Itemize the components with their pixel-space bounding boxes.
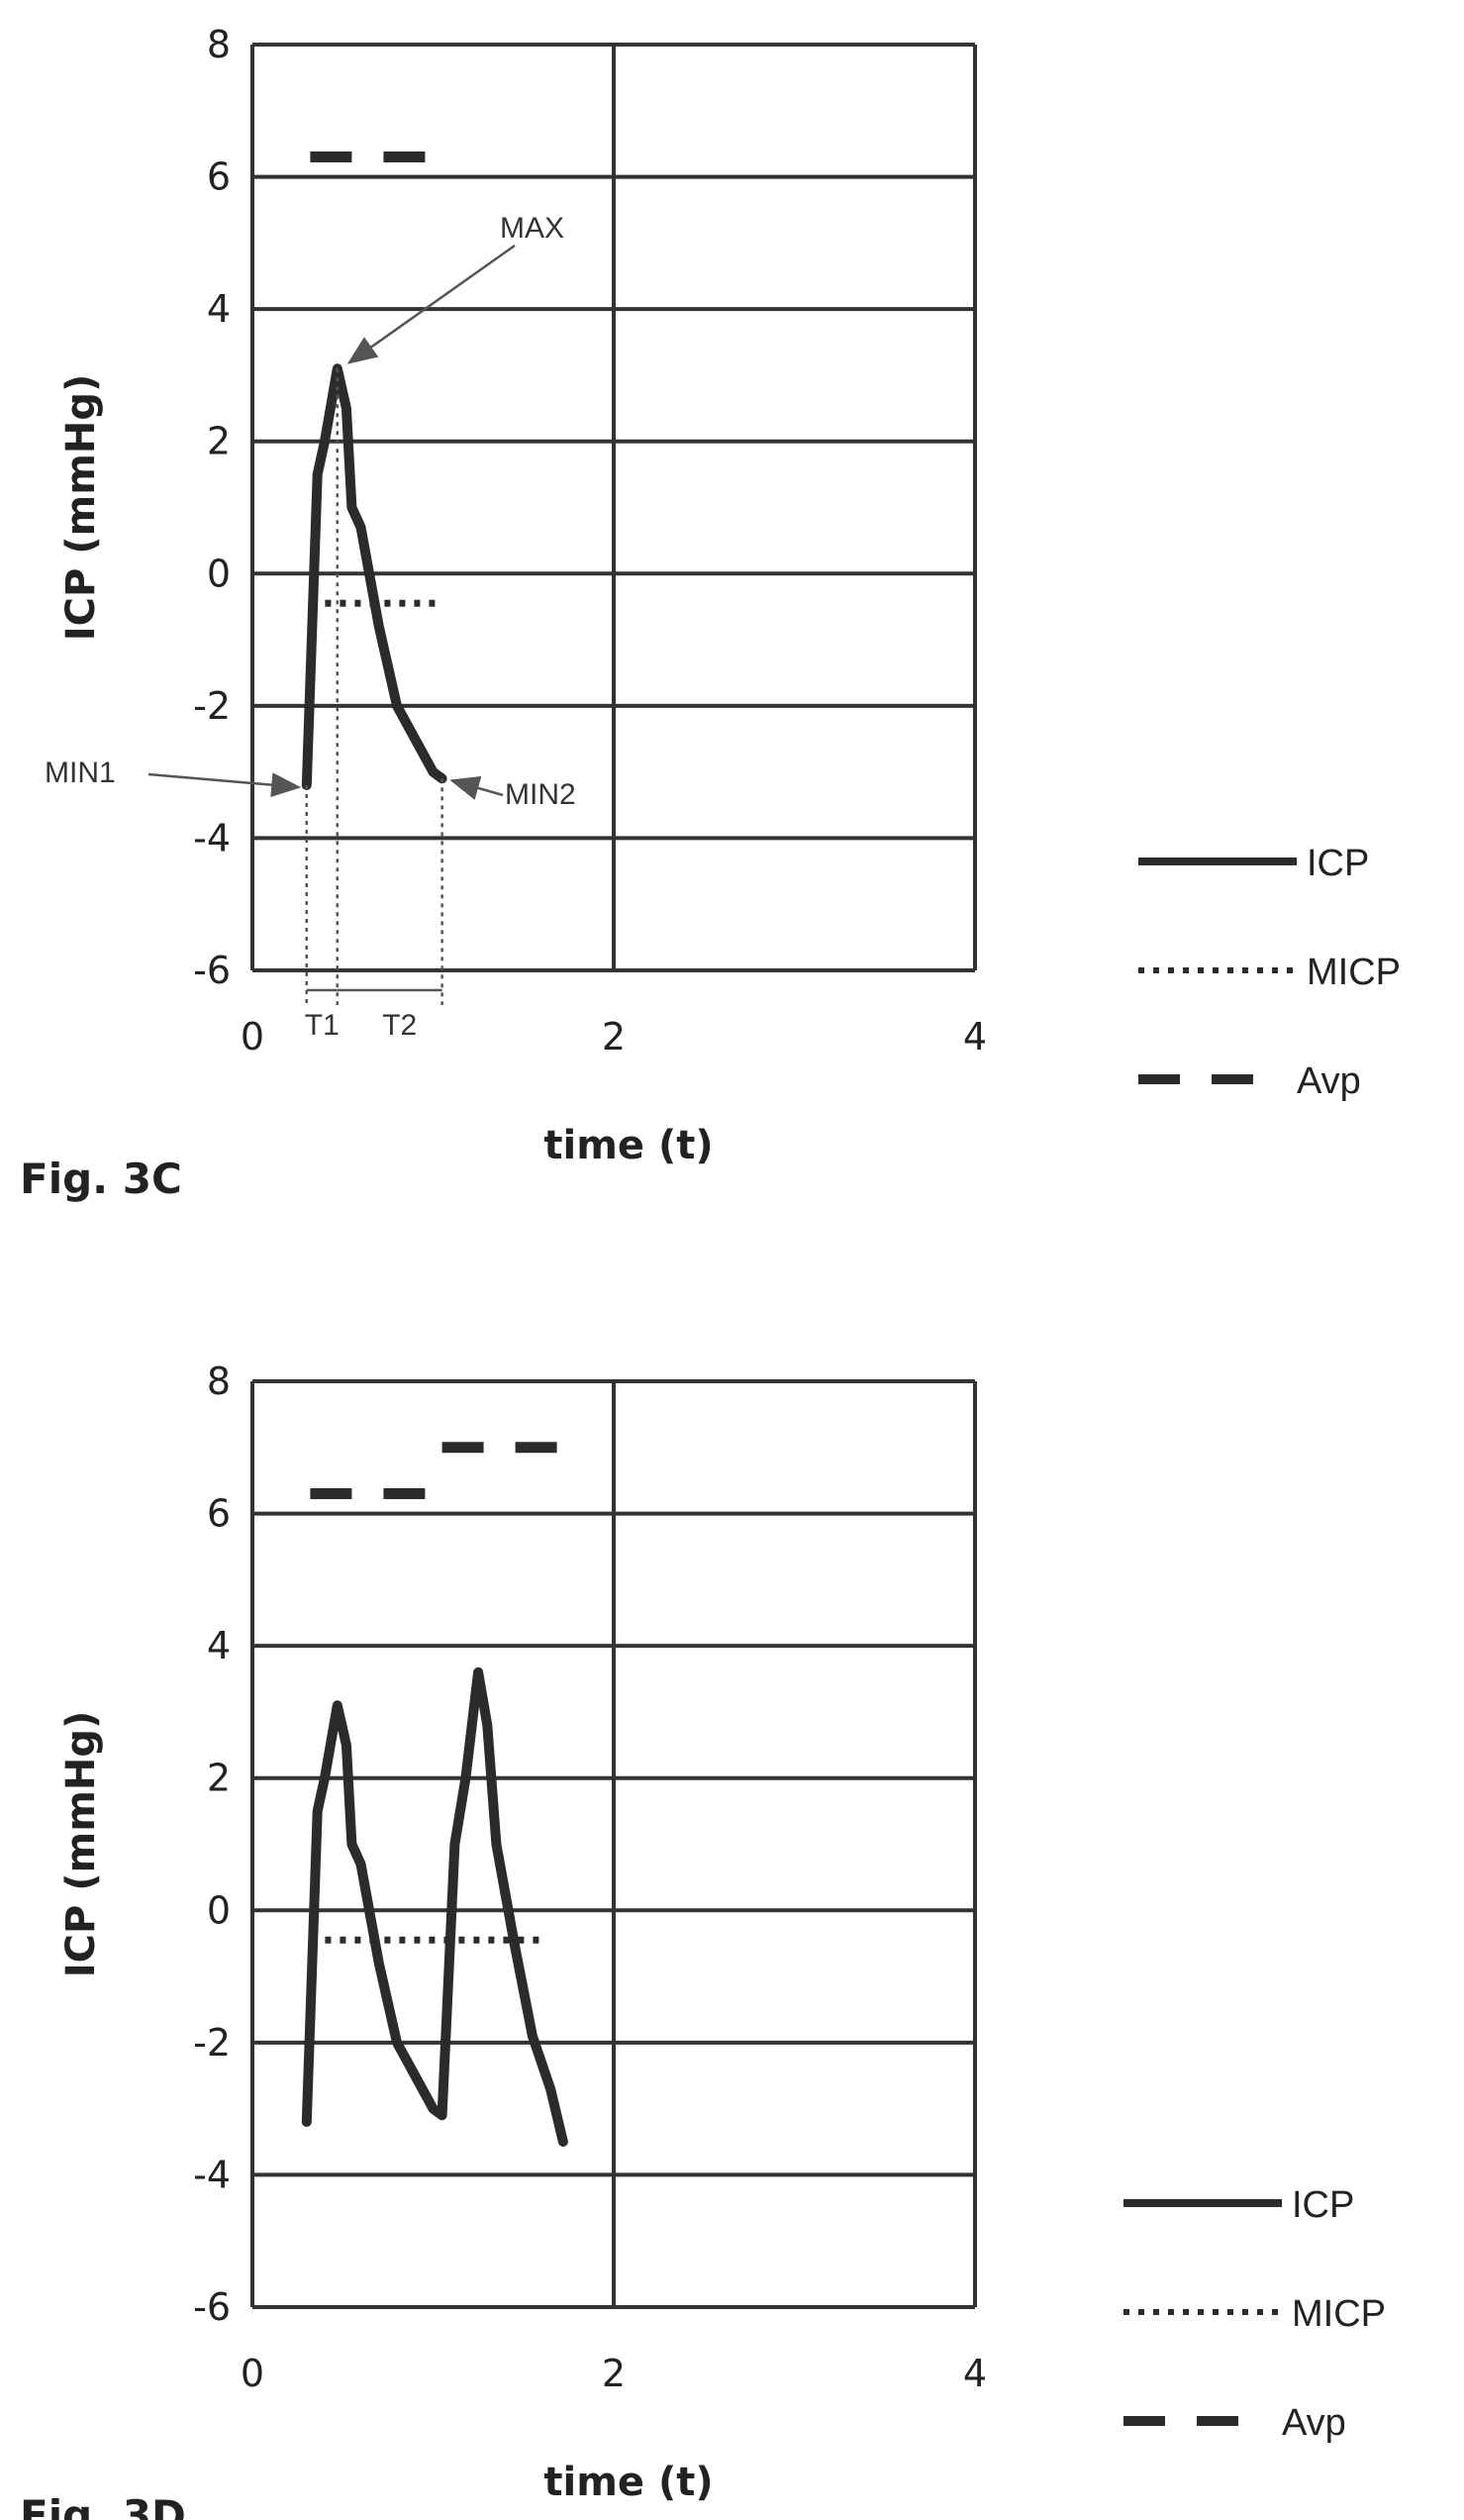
chart-fig-3c: -6 -4 -2 0 2 4 6 8 0 2 4 ICP (mmHg) time (t) Fig.…	[20, 23, 1401, 1203]
annotation-arrow-max	[346, 244, 516, 364]
figure-label: Fig. 3C	[20, 1155, 182, 1203]
annotation-min1: MIN1	[45, 756, 116, 789]
series-line-icp	[301, 1666, 568, 2147]
plot-grid	[250, 43, 977, 972]
y-tick-label: 4	[207, 1624, 231, 1667]
x-tick-label: 0	[241, 1015, 264, 1058]
y-tick-label: 2	[207, 1757, 231, 1800]
legend-label-avp: Avp	[1297, 1060, 1361, 1102]
y-tick-label: -2	[193, 2021, 231, 2065]
legend-label-micp: MICP	[1292, 2293, 1386, 2335]
legend-label-icp: ICP	[1307, 843, 1369, 884]
x-tick-label: 2	[602, 2352, 626, 2395]
y-axis-label: ICP (mmHg)	[58, 1711, 104, 1978]
annotations: MAX MIN1 MIN2 T1 T2	[45, 212, 576, 1042]
y-tick-labels: -6 -4 -2 0 2 4 6 8	[193, 1360, 231, 2329]
y-tick-label: 4	[207, 287, 231, 331]
y-tick-label: -2	[193, 684, 231, 728]
y-tick-label: 6	[207, 155, 231, 199]
series-line-icp	[301, 363, 447, 790]
x-tick-label: 0	[241, 2352, 264, 2395]
y-tick-labels: -6 -4 -2 0 2 4 6 8	[193, 23, 231, 992]
x-tick-label: 4	[963, 1015, 987, 1058]
y-tick-label: 0	[207, 552, 231, 595]
legend: ICP MICP Avp	[1138, 843, 1401, 1102]
legend-label-micp: MICP	[1307, 952, 1401, 993]
chart-fig-3d: -6 -4 -2 0 2 4 6 8 0 2 4 ICP (mmHg) time (t) Fig.…	[20, 1360, 1386, 2520]
annotation-arrow-min1	[147, 772, 302, 798]
y-tick-label: 8	[207, 23, 231, 66]
series-lines	[301, 1442, 578, 2147]
y-tick-label: 0	[207, 1888, 231, 1932]
x-tick-labels: 0 2 4	[241, 1015, 987, 1058]
y-tick-label: -6	[193, 2285, 231, 2329]
y-axis-label: ICP (mmHg)	[58, 374, 104, 642]
annotation-max: MAX	[500, 212, 564, 245]
legend-label-icp: ICP	[1292, 2184, 1354, 2226]
y-tick-label: 6	[207, 1492, 231, 1536]
x-axis-label: time (t)	[543, 2460, 713, 2505]
x-tick-labels: 0 2 4	[241, 2352, 987, 2395]
x-tick-label: 4	[963, 2352, 987, 2395]
legend-label-avp: Avp	[1282, 2402, 1346, 2444]
x-tick-label: 2	[602, 1015, 626, 1058]
y-tick-label: -6	[193, 949, 231, 992]
x-axis-label: time (t)	[543, 1123, 713, 1168]
annotation-t1: T1	[305, 1009, 340, 1042]
series-lines	[301, 151, 447, 790]
annotation-t2: T2	[382, 1009, 417, 1042]
annotation-min2: MIN2	[505, 778, 576, 811]
legend: ICP MICP Avp	[1123, 2184, 1386, 2444]
plot-grid	[250, 1379, 977, 2309]
y-tick-label: -4	[193, 816, 231, 859]
y-tick-label: 2	[207, 420, 231, 463]
figure-label: Fig. 3D	[20, 2491, 186, 2520]
annotation-arrow-min2	[449, 775, 504, 800]
y-tick-label: 8	[207, 1360, 231, 1403]
y-tick-label: -4	[193, 2153, 231, 2196]
